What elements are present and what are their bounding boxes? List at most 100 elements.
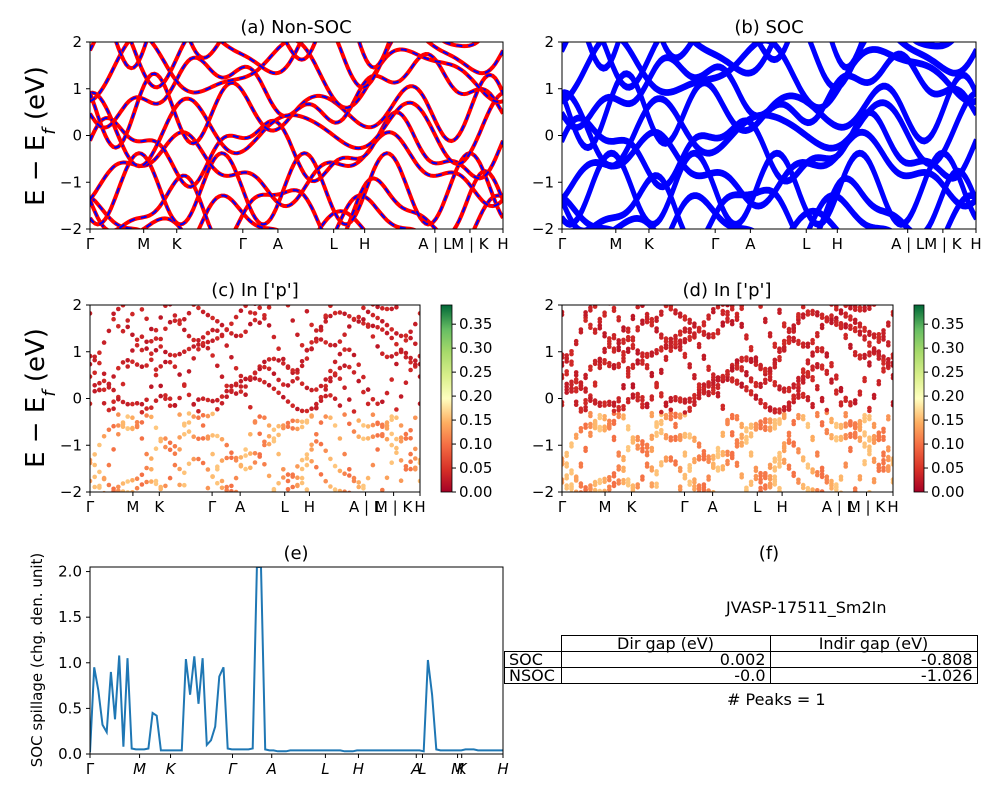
projected-point xyxy=(290,426,296,431)
projected-point xyxy=(380,544,385,549)
projected-point xyxy=(210,433,215,438)
projected-point xyxy=(729,365,735,370)
projected-point xyxy=(645,497,650,502)
projected-point xyxy=(588,291,593,296)
projected-point xyxy=(682,397,688,403)
projected-point xyxy=(715,305,721,307)
projected-point xyxy=(139,307,145,312)
projected-point xyxy=(182,432,187,437)
projected-point xyxy=(186,429,192,434)
projected-point xyxy=(295,332,300,338)
projected-point xyxy=(569,359,574,365)
projected-point xyxy=(611,418,617,424)
projected-point xyxy=(734,358,740,363)
projected-point xyxy=(644,401,650,407)
projected-point xyxy=(806,284,811,289)
projected-point xyxy=(843,395,848,401)
cb-tick-label: 0.30 xyxy=(931,339,964,357)
projected-point xyxy=(744,370,749,375)
projected-point xyxy=(116,496,121,501)
projected-point xyxy=(125,401,130,407)
projected-point xyxy=(177,372,182,377)
xtick-label: M | K xyxy=(848,498,887,516)
projected-point xyxy=(187,496,192,501)
projected-point xyxy=(678,532,683,537)
projected-point xyxy=(725,417,730,423)
projected-point xyxy=(238,373,244,379)
projected-point xyxy=(342,412,347,417)
projected-point xyxy=(266,323,272,328)
projected-point xyxy=(167,305,173,307)
projected-point xyxy=(819,346,825,351)
panel-d-projected xyxy=(562,269,893,537)
projected-point xyxy=(612,274,617,279)
projected-point xyxy=(564,450,569,456)
projected-point xyxy=(744,485,749,491)
projected-point xyxy=(734,414,740,419)
projected-point xyxy=(262,415,267,421)
projected-point xyxy=(102,493,107,498)
projected-point xyxy=(361,389,366,395)
projected-point xyxy=(196,456,201,462)
projected-point xyxy=(677,396,683,401)
projected-point xyxy=(621,325,626,330)
projected-point xyxy=(810,270,815,275)
projected-point xyxy=(167,440,173,446)
projected-point xyxy=(640,296,645,301)
projected-point xyxy=(659,409,664,415)
projected-point xyxy=(413,275,418,280)
projected-point xyxy=(815,507,820,512)
projected-point xyxy=(890,309,893,315)
projected-point xyxy=(371,536,376,541)
projected-point xyxy=(616,396,621,401)
projected-point xyxy=(389,306,395,312)
projected-point xyxy=(342,311,347,317)
projected-point xyxy=(389,442,395,448)
projected-point xyxy=(149,405,154,411)
projected-point xyxy=(361,436,366,442)
projected-point xyxy=(403,354,409,360)
projected-point xyxy=(262,364,267,370)
cb-tick-label: 0.05 xyxy=(459,459,492,477)
projected-point xyxy=(871,477,877,482)
projected-point xyxy=(729,319,735,324)
projected-point xyxy=(834,305,839,309)
projected-point xyxy=(730,513,735,518)
projected-point xyxy=(838,434,844,440)
ytick-label: 1 xyxy=(544,343,554,361)
projected-point xyxy=(659,297,664,302)
projected-point xyxy=(645,515,650,520)
projected-point xyxy=(111,280,116,285)
projected-point xyxy=(107,277,112,282)
projected-point xyxy=(640,506,645,511)
projected-point xyxy=(97,387,102,393)
projected-point xyxy=(564,300,569,305)
projected-point xyxy=(154,520,159,525)
projected-point xyxy=(739,321,744,327)
projected-point xyxy=(630,335,636,340)
projected-point xyxy=(800,312,806,317)
projected-point xyxy=(758,397,763,403)
xtick-label: M | K xyxy=(375,498,414,516)
projected-point xyxy=(356,434,362,440)
projected-point xyxy=(654,315,659,321)
projected-point xyxy=(90,311,93,316)
projected-point xyxy=(300,291,305,296)
projected-point xyxy=(820,269,825,274)
projected-point xyxy=(820,492,825,497)
projected-point xyxy=(149,479,154,484)
projected-point xyxy=(398,478,404,484)
projected-point xyxy=(701,320,707,325)
projected-point xyxy=(597,362,603,368)
projected-point xyxy=(365,475,371,481)
projected-point xyxy=(111,311,116,317)
projected-point xyxy=(356,484,362,490)
projected-point xyxy=(332,463,338,469)
projected-point xyxy=(715,451,721,457)
table-cell: -1.026 xyxy=(769,667,978,684)
ytick-label: 0 xyxy=(544,390,554,408)
cb-tick-label: 0.20 xyxy=(459,387,492,405)
projected-point xyxy=(196,503,201,508)
projected-point xyxy=(640,318,645,324)
projected-point xyxy=(323,340,329,345)
